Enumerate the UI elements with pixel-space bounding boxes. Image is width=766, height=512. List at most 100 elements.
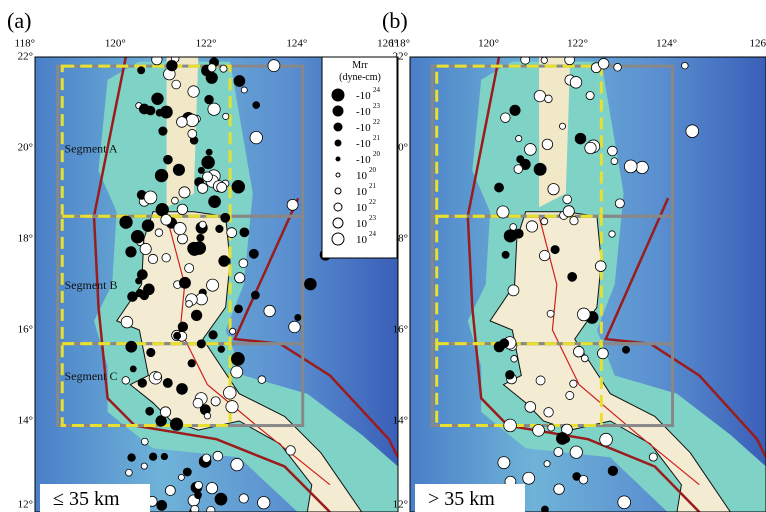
event-symbol — [264, 305, 275, 316]
event-symbol — [186, 114, 198, 126]
event-symbol — [534, 90, 545, 101]
event-symbol — [511, 355, 518, 362]
event-symbol — [554, 448, 563, 457]
event-symbol — [286, 446, 295, 455]
event-symbol — [534, 163, 546, 175]
event-symbol — [568, 272, 577, 281]
legend-base: -10 — [356, 138, 371, 150]
event-symbol — [686, 125, 699, 138]
event-symbol — [199, 221, 206, 228]
event-symbol — [172, 80, 181, 89]
depth-label: > 35 km — [428, 488, 495, 510]
map-panel — [410, 55, 766, 512]
lon-tick-label: 122° — [567, 38, 588, 50]
event-symbol — [575, 133, 586, 144]
lat-tick-label: 22° — [18, 51, 33, 63]
segment-label: Segment B — [64, 278, 117, 292]
event-symbol — [120, 216, 132, 228]
event-symbol — [525, 401, 536, 412]
event-symbol — [202, 454, 210, 462]
event-symbol — [240, 228, 249, 237]
event-symbol — [579, 475, 588, 484]
event-symbol — [220, 65, 227, 72]
event-symbol — [155, 229, 163, 237]
event-symbol — [208, 103, 220, 115]
event-symbol — [504, 230, 516, 242]
event-symbol — [183, 468, 191, 476]
event-symbol — [611, 158, 618, 165]
event-symbol — [258, 496, 270, 508]
legend-exp: 24 — [373, 86, 381, 94]
legend-exp: 20 — [369, 166, 377, 174]
event-symbol — [177, 234, 187, 244]
event-symbol — [502, 251, 509, 258]
event-symbol — [193, 398, 203, 408]
event-symbol — [636, 161, 648, 173]
event-symbol — [585, 142, 596, 153]
event-symbol — [525, 144, 537, 156]
legend-base: 10 — [356, 170, 368, 182]
event-symbol — [510, 105, 520, 115]
legend-base: 10 — [356, 234, 368, 246]
event-symbol — [152, 93, 164, 105]
event-symbol — [188, 242, 201, 255]
legend-exp: 22 — [369, 198, 377, 206]
event-symbol — [185, 264, 194, 273]
legend-base: -10 — [356, 90, 371, 102]
event-symbol — [147, 348, 155, 356]
event-symbol — [213, 451, 223, 461]
lon-tick-label: 120° — [478, 38, 499, 50]
event-symbol — [149, 453, 156, 460]
event-symbol — [304, 278, 316, 290]
event-symbol — [501, 113, 511, 123]
lon-tick-label: 124° — [286, 38, 307, 50]
event-symbol — [188, 86, 199, 97]
legend-symbol — [334, 203, 342, 211]
event-symbol — [191, 310, 201, 320]
event-symbol — [211, 397, 220, 406]
event-symbol — [177, 204, 187, 214]
event-symbol — [566, 391, 574, 399]
event-symbol — [554, 484, 565, 495]
event-symbol — [547, 310, 554, 317]
lat-tick-label: 14° — [393, 415, 408, 427]
event-symbol — [140, 291, 149, 300]
event-symbol — [289, 321, 301, 333]
event-symbol — [506, 371, 515, 380]
segment-label: Segment A — [64, 142, 117, 156]
legend-symbol — [335, 140, 341, 146]
event-symbol — [136, 278, 142, 284]
event-symbol — [559, 123, 565, 129]
event-symbol — [542, 139, 553, 150]
event-symbol — [141, 463, 147, 469]
event-symbol — [204, 413, 210, 419]
legend-symbol — [333, 218, 343, 228]
figure: (a)118°120°122°124°126°22°20°18°16°14°12… — [0, 0, 766, 512]
event-symbol — [122, 377, 129, 384]
event-symbol — [232, 180, 245, 193]
event-symbol — [195, 481, 203, 489]
legend-symbol — [334, 123, 342, 131]
lon-tick-label: 120° — [105, 38, 126, 50]
event-symbol — [186, 300, 193, 307]
event-symbol — [160, 407, 170, 417]
event-symbol — [188, 129, 197, 138]
lat-tick-label: 18° — [18, 233, 33, 245]
event-symbol — [221, 213, 230, 222]
legend-base: 10 — [356, 202, 368, 214]
event-symbol — [174, 222, 186, 234]
event-symbol — [130, 366, 136, 372]
event-symbol — [235, 273, 245, 283]
lon-tick-label: 118° — [390, 38, 411, 50]
event-symbol — [141, 438, 148, 445]
event-symbol — [128, 292, 138, 302]
event-symbol — [219, 256, 230, 267]
lat-tick-label: 12° — [18, 499, 33, 511]
event-symbol — [600, 433, 613, 446]
event-symbol — [249, 249, 258, 258]
event-symbol — [251, 291, 259, 299]
event-symbol — [177, 117, 188, 128]
event-symbol — [223, 113, 229, 119]
event-symbol — [570, 380, 577, 387]
event-symbol — [570, 446, 582, 458]
